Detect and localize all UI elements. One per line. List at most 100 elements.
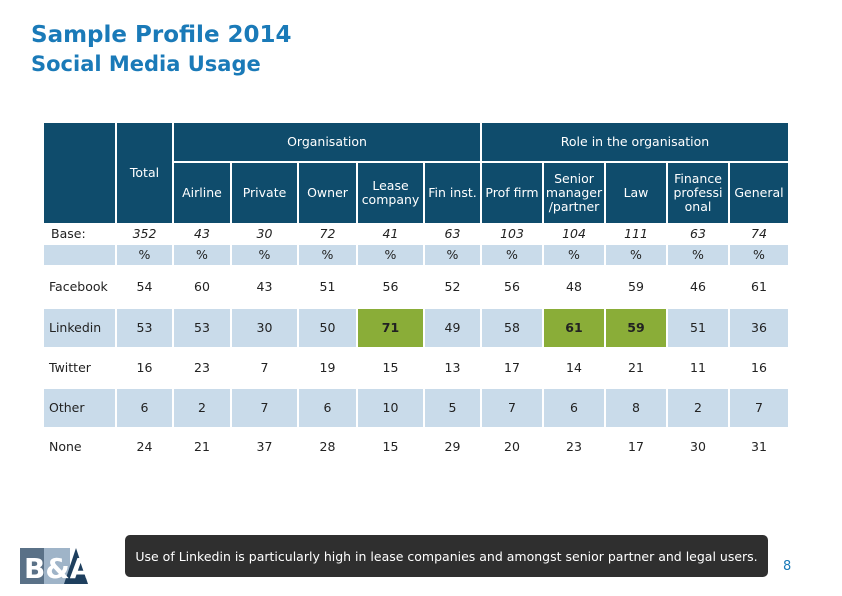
percent-cell: % <box>668 245 728 265</box>
data-cell: 30 <box>668 429 728 465</box>
column-header: Finance professi onal <box>668 163 728 223</box>
base-value: 103 <box>482 225 542 243</box>
percent-cell: % <box>117 245 172 265</box>
data-cell: 13 <box>425 349 480 387</box>
data-cell: 51 <box>668 309 728 347</box>
data-cell: 6 <box>299 389 356 427</box>
data-cell: 2 <box>668 389 728 427</box>
highlighted-cell: 61 <box>544 309 604 347</box>
data-cell: 53 <box>174 309 230 347</box>
base-value: 63 <box>668 225 728 243</box>
row-label-blank <box>44 245 115 265</box>
percent-cell: % <box>482 245 542 265</box>
page-number: 8 <box>783 559 792 574</box>
data-cell: 43 <box>232 267 297 307</box>
base-value: 111 <box>606 225 666 243</box>
data-cell: 23 <box>544 429 604 465</box>
column-header: Fin inst. <box>425 163 480 223</box>
base-value: 63 <box>425 225 480 243</box>
column-header: General <box>730 163 788 223</box>
data-cell: 7 <box>730 389 788 427</box>
base-value: 72 <box>299 225 356 243</box>
data-cell: 48 <box>544 267 604 307</box>
data-cell: 5 <box>425 389 480 427</box>
base-value: 43 <box>174 225 230 243</box>
data-cell: 17 <box>482 349 542 387</box>
data-cell: 11 <box>668 349 728 387</box>
percent-cell: % <box>232 245 297 265</box>
percent-cell: % <box>358 245 423 265</box>
data-cell: 60 <box>174 267 230 307</box>
percent-cell: % <box>544 245 604 265</box>
base-value: 41 <box>358 225 423 243</box>
row-label: None <box>44 429 115 465</box>
data-cell: 8 <box>606 389 666 427</box>
row-label: Linkedin <box>44 309 115 347</box>
highlighted-cell: 59 <box>606 309 666 347</box>
data-cell: 14 <box>544 349 604 387</box>
data-cell: 7 <box>232 389 297 427</box>
data-cell: 19 <box>299 349 356 387</box>
column-header: Senior manager /partner <box>544 163 604 223</box>
data-cell: 29 <box>425 429 480 465</box>
row-label: Twitter <box>44 349 115 387</box>
data-cell: 46 <box>668 267 728 307</box>
data-cell: 15 <box>358 429 423 465</box>
logo-text: B&A <box>24 552 92 585</box>
data-cell: 50 <box>299 309 356 347</box>
highlighted-cell: 71 <box>358 309 423 347</box>
group-header-role: Role in the organisation <box>482 123 788 161</box>
data-cell: 21 <box>174 429 230 465</box>
data-cell: 58 <box>482 309 542 347</box>
data-cell: 24 <box>117 429 172 465</box>
data-cell: 16 <box>117 349 172 387</box>
data-cell: 49 <box>425 309 480 347</box>
data-cell: 23 <box>174 349 230 387</box>
data-cell: 7 <box>482 389 542 427</box>
data-cell: 28 <box>299 429 356 465</box>
row-label-base: Base: <box>47 225 113 243</box>
base-value: 30 <box>232 225 297 243</box>
data-cell: 15 <box>358 349 423 387</box>
column-header: Airline <box>174 163 230 223</box>
data-cell: 59 <box>606 267 666 307</box>
column-header-total: Total <box>117 123 172 223</box>
data-cell: 7 <box>232 349 297 387</box>
data-cell: 30 <box>232 309 297 347</box>
base-value: 74 <box>730 225 788 243</box>
callout-box: Use of Linkedin is particularly high in … <box>125 535 768 577</box>
data-cell: 36 <box>730 309 788 347</box>
header-corner <box>44 123 115 223</box>
percent-cell: % <box>425 245 480 265</box>
percent-cell: % <box>174 245 230 265</box>
data-cell: 53 <box>117 309 172 347</box>
column-header: Law <box>606 163 666 223</box>
data-cell: 20 <box>482 429 542 465</box>
data-cell: 54 <box>117 267 172 307</box>
data-cell: 56 <box>358 267 423 307</box>
data-cell: 61 <box>730 267 788 307</box>
data-cell: 31 <box>730 429 788 465</box>
data-cell: 10 <box>358 389 423 427</box>
percent-cell: % <box>299 245 356 265</box>
data-cell: 6 <box>117 389 172 427</box>
group-header-organisation: Organisation <box>174 123 480 161</box>
column-header: Owner <box>299 163 356 223</box>
page-title: Sample Profile 2014 <box>31 22 292 48</box>
data-cell: 52 <box>425 267 480 307</box>
data-cell: 37 <box>232 429 297 465</box>
data-cell: 2 <box>174 389 230 427</box>
data-cell: 21 <box>606 349 666 387</box>
column-header: Private <box>232 163 297 223</box>
data-cell: 51 <box>299 267 356 307</box>
column-header: Lease company <box>358 163 423 223</box>
percent-cell: % <box>606 245 666 265</box>
page-subtitle: Social Media Usage <box>31 52 261 76</box>
data-cell: 6 <box>544 389 604 427</box>
company-logo: B&A <box>20 546 92 590</box>
row-label: Other <box>44 389 115 427</box>
base-value: 352 <box>117 225 172 243</box>
data-cell: 16 <box>730 349 788 387</box>
percent-cell: % <box>730 245 788 265</box>
data-cell: 56 <box>482 267 542 307</box>
